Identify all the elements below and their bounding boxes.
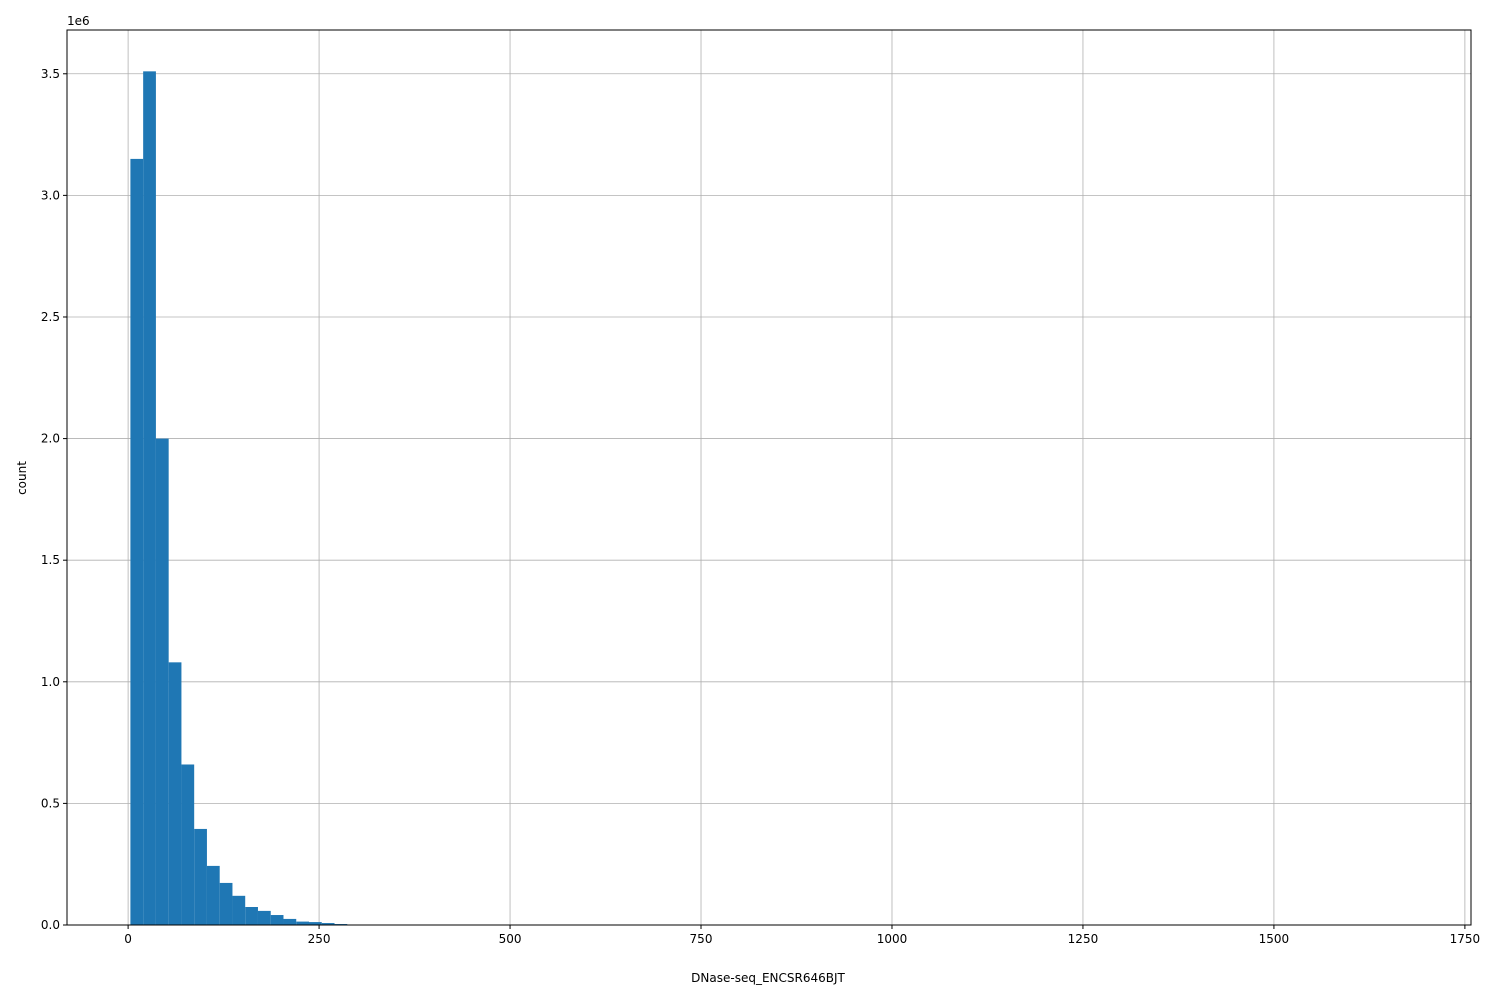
histogram-bar <box>181 764 195 925</box>
y-tick-label: 3.5 <box>41 67 60 81</box>
histogram-bar <box>296 921 309 925</box>
x-tick-label: 750 <box>690 932 713 946</box>
x-tick-label: 1500 <box>1259 932 1290 946</box>
histogram-bar <box>308 922 322 925</box>
histogram-bar <box>245 907 258 925</box>
y-tick-label: 0.0 <box>41 918 60 932</box>
grid <box>67 30 1471 926</box>
y-tick-label: 1.5 <box>41 553 60 567</box>
y-tick-label: 0.5 <box>41 796 60 810</box>
histogram-bar <box>168 662 182 925</box>
x-axis: 0 250 500 750 1000 1250 1500 1750 <box>124 925 1480 946</box>
y-tick-label: 2.0 <box>41 432 60 446</box>
y-tick-label: 2.5 <box>41 310 60 324</box>
x-tick-label: 250 <box>308 932 331 946</box>
histogram-bar <box>219 882 233 925</box>
histogram-bar <box>143 71 156 926</box>
histogram-bar <box>206 865 220 925</box>
plot-frame <box>66 29 1472 926</box>
histogram-bar <box>270 915 284 925</box>
histogram-bar <box>130 158 144 925</box>
histogram-bar <box>194 828 207 925</box>
y-tick-label: 3.0 <box>41 188 60 202</box>
histogram-bar <box>155 438 169 925</box>
x-tick-label: 500 <box>499 932 522 946</box>
y-axis-label: count <box>15 461 29 495</box>
x-tick-label: 0 <box>124 932 132 946</box>
histogram-bar <box>321 923 335 925</box>
x-axis-label: DNase-seq_ENCSR646BJT <box>691 971 845 985</box>
x-tick-label: 1750 <box>1450 932 1481 946</box>
y-tick-label: 1.0 <box>41 675 60 689</box>
y-offset-label: 1e6 <box>67 14 90 28</box>
y-axis: 0.0 0.5 1.0 1.5 2.0 2.5 3.0 3.5 <box>41 67 67 932</box>
histogram-bar <box>283 918 297 925</box>
histogram-bar <box>257 910 271 925</box>
bars <box>130 71 424 926</box>
x-tick-label: 1000 <box>877 932 908 946</box>
x-tick-label: 1250 <box>1068 932 1099 946</box>
histogram-bar <box>232 895 246 925</box>
